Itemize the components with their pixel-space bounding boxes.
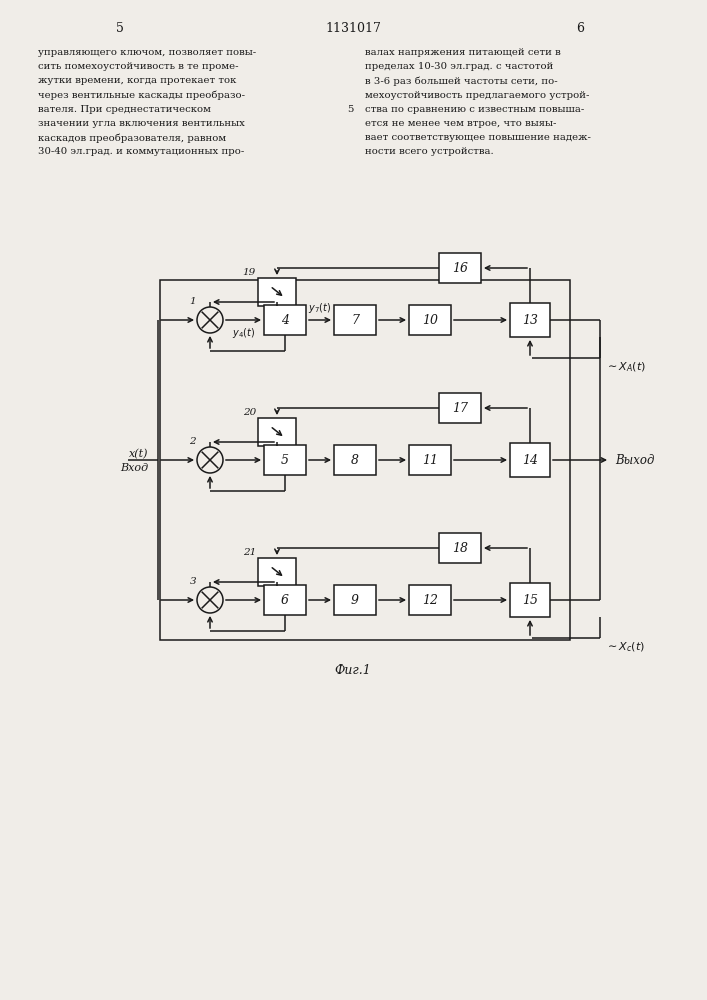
Text: 4: 4 — [281, 314, 289, 326]
Bar — [510, 443, 550, 477]
Text: Фиг.1: Фиг.1 — [334, 664, 371, 676]
Bar — [439, 393, 481, 423]
Text: 5: 5 — [116, 21, 124, 34]
Text: 10: 10 — [422, 314, 438, 326]
Text: 20: 20 — [243, 408, 256, 417]
Text: 21: 21 — [243, 548, 256, 557]
Text: 6: 6 — [281, 593, 289, 606]
Text: 1131017: 1131017 — [325, 21, 381, 34]
Text: каскадов преобразователя, равном: каскадов преобразователя, равном — [38, 133, 226, 143]
Text: 3: 3 — [189, 577, 196, 586]
Text: ства по сравнению с известным повыша-: ства по сравнению с известным повыша- — [365, 105, 584, 114]
Text: 14: 14 — [522, 454, 538, 466]
Text: сить помехоустойчивость в те проме-: сить помехоустойчивость в те проме- — [38, 62, 238, 71]
Text: 9: 9 — [351, 593, 359, 606]
Bar — [160, 280, 570, 640]
Text: $\sim X_c(t)$: $\sim X_c(t)$ — [605, 640, 645, 654]
Bar — [264, 585, 306, 615]
Text: 19: 19 — [243, 268, 256, 277]
Text: 7: 7 — [351, 314, 359, 326]
Text: 5: 5 — [281, 454, 289, 466]
Text: 2: 2 — [189, 437, 196, 446]
Text: 16: 16 — [452, 261, 468, 274]
Text: 11: 11 — [422, 454, 438, 466]
Bar — [439, 533, 481, 563]
Text: вателя. При среднестатическом: вателя. При среднестатическом — [38, 105, 211, 114]
Text: управляющего ключом, позволяет повы-: управляющего ключом, позволяет повы- — [38, 48, 256, 57]
Bar — [258, 278, 296, 306]
Text: 8: 8 — [351, 454, 359, 466]
Text: 6: 6 — [576, 21, 584, 34]
Text: в 3-6 раз большей частоты сети, по-: в 3-6 раз большей частоты сети, по- — [365, 76, 558, 86]
Text: 5: 5 — [347, 105, 354, 114]
Text: $y_7(t)$: $y_7(t)$ — [308, 301, 332, 315]
Bar — [409, 305, 451, 335]
Bar — [264, 305, 306, 335]
Bar — [409, 585, 451, 615]
Text: валах напряжения питающей сети в: валах напряжения питающей сети в — [365, 48, 561, 57]
Text: 18: 18 — [452, 542, 468, 554]
Text: 30-40 эл.град. и коммутационных про-: 30-40 эл.град. и коммутационных про- — [38, 147, 244, 156]
Bar — [409, 445, 451, 475]
Bar — [510, 583, 550, 617]
Text: x(t): x(t) — [129, 449, 148, 459]
Bar — [334, 445, 376, 475]
Text: через вентильные каскады преобразо-: через вентильные каскады преобразо- — [38, 91, 245, 100]
Bar — [264, 445, 306, 475]
Bar — [439, 253, 481, 283]
Bar — [334, 585, 376, 615]
Bar — [258, 558, 296, 586]
Text: пределах 10-30 эл.град. с частотой: пределах 10-30 эл.град. с частотой — [365, 62, 554, 71]
Text: Вход: Вход — [120, 463, 148, 473]
Text: 13: 13 — [522, 314, 538, 326]
Text: жутки времени, когда протекает ток: жутки времени, когда протекает ток — [38, 76, 236, 85]
Text: ности всего устройства.: ности всего устройства. — [365, 147, 493, 156]
Bar — [510, 303, 550, 337]
Text: значении угла включения вентильных: значении угла включения вентильных — [38, 119, 245, 128]
Text: 12: 12 — [422, 593, 438, 606]
Text: 17: 17 — [452, 401, 468, 414]
Text: Выход: Выход — [615, 454, 655, 466]
Text: 1: 1 — [189, 297, 196, 306]
Bar — [334, 305, 376, 335]
Text: мехоустойчивость предлагаемого устрой-: мехоустойчивость предлагаемого устрой- — [365, 91, 590, 100]
Text: $y_4(t)$: $y_4(t)$ — [232, 326, 255, 340]
Text: 15: 15 — [522, 593, 538, 606]
Text: ется не менее чем втрое, что выяы-: ется не менее чем втрое, что выяы- — [365, 119, 556, 128]
Text: вает соответствующее повышение надеж-: вает соответствующее повышение надеж- — [365, 133, 591, 142]
Text: $\sim X_A(t)$: $\sim X_A(t)$ — [605, 360, 646, 374]
Bar — [258, 418, 296, 446]
